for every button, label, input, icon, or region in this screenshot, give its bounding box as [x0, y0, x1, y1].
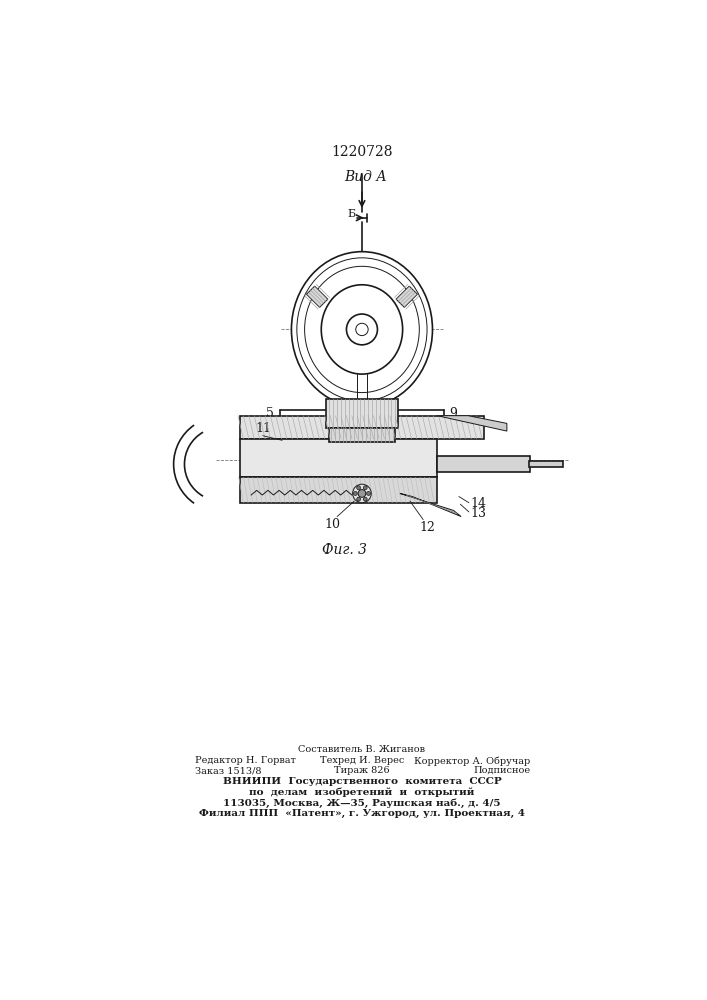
Text: 13: 13 — [470, 507, 486, 520]
Text: Техред И. Верес: Техред И. Верес — [320, 756, 404, 765]
Ellipse shape — [291, 252, 433, 407]
Text: Филиал ППП  «Патент», г. Ужгород, ул. Проектная, 4: Филиал ППП «Патент», г. Ужгород, ул. Про… — [199, 809, 525, 818]
Text: 113035, Москва, Ж—35, Раушская наб., д. 4/5: 113035, Москва, Ж—35, Раушская наб., д. … — [223, 798, 501, 808]
Text: 14: 14 — [470, 497, 486, 510]
Circle shape — [357, 486, 361, 490]
Text: 10: 10 — [325, 518, 341, 531]
Polygon shape — [400, 493, 461, 517]
Polygon shape — [437, 416, 507, 431]
Bar — [329, 428, 395, 442]
Text: по  делам  изобретений  и  открытий: по делам изобретений и открытий — [250, 788, 474, 797]
Text: Заказ 1513/8: Заказ 1513/8 — [195, 766, 262, 775]
Polygon shape — [306, 286, 328, 307]
Text: Составитель В. Жиганов: Составитель В. Жиганов — [298, 745, 426, 754]
Circle shape — [354, 492, 357, 495]
Circle shape — [353, 484, 371, 503]
Polygon shape — [396, 286, 417, 307]
Text: ВНИИПИ  Государственного  комитета  СССР: ВНИИПИ Государственного комитета СССР — [223, 777, 501, 786]
Text: Подписное: Подписное — [473, 766, 530, 775]
Text: Б: Б — [347, 450, 355, 460]
Text: 1220728: 1220728 — [331, 145, 392, 159]
Bar — [240, 416, 484, 439]
Bar — [240, 477, 437, 503]
Bar — [240, 439, 437, 477]
Text: 5: 5 — [266, 407, 274, 420]
Text: Редактор Н. Горват: Редактор Н. Горват — [195, 756, 296, 765]
Bar — [327, 399, 397, 428]
Circle shape — [367, 492, 370, 495]
Text: Корректор А. Обручар: Корректор А. Обручар — [414, 756, 530, 766]
Text: Тираж 826: Тираж 826 — [334, 766, 390, 775]
Text: 11: 11 — [255, 422, 271, 435]
Text: Б: Б — [347, 209, 355, 219]
Text: 9: 9 — [449, 407, 457, 420]
Text: Б-Б: Б-Б — [294, 488, 317, 501]
Circle shape — [358, 490, 366, 497]
Text: Вид А: Вид А — [344, 170, 387, 184]
Text: 12: 12 — [420, 521, 436, 534]
Circle shape — [357, 497, 361, 501]
Circle shape — [363, 486, 367, 490]
Bar — [529, 461, 563, 467]
Circle shape — [346, 314, 378, 345]
Bar — [437, 456, 530, 472]
Circle shape — [363, 497, 367, 501]
Text: Фиг. 2: Фиг. 2 — [344, 471, 388, 485]
Text: Фиг. 3: Фиг. 3 — [322, 543, 367, 557]
